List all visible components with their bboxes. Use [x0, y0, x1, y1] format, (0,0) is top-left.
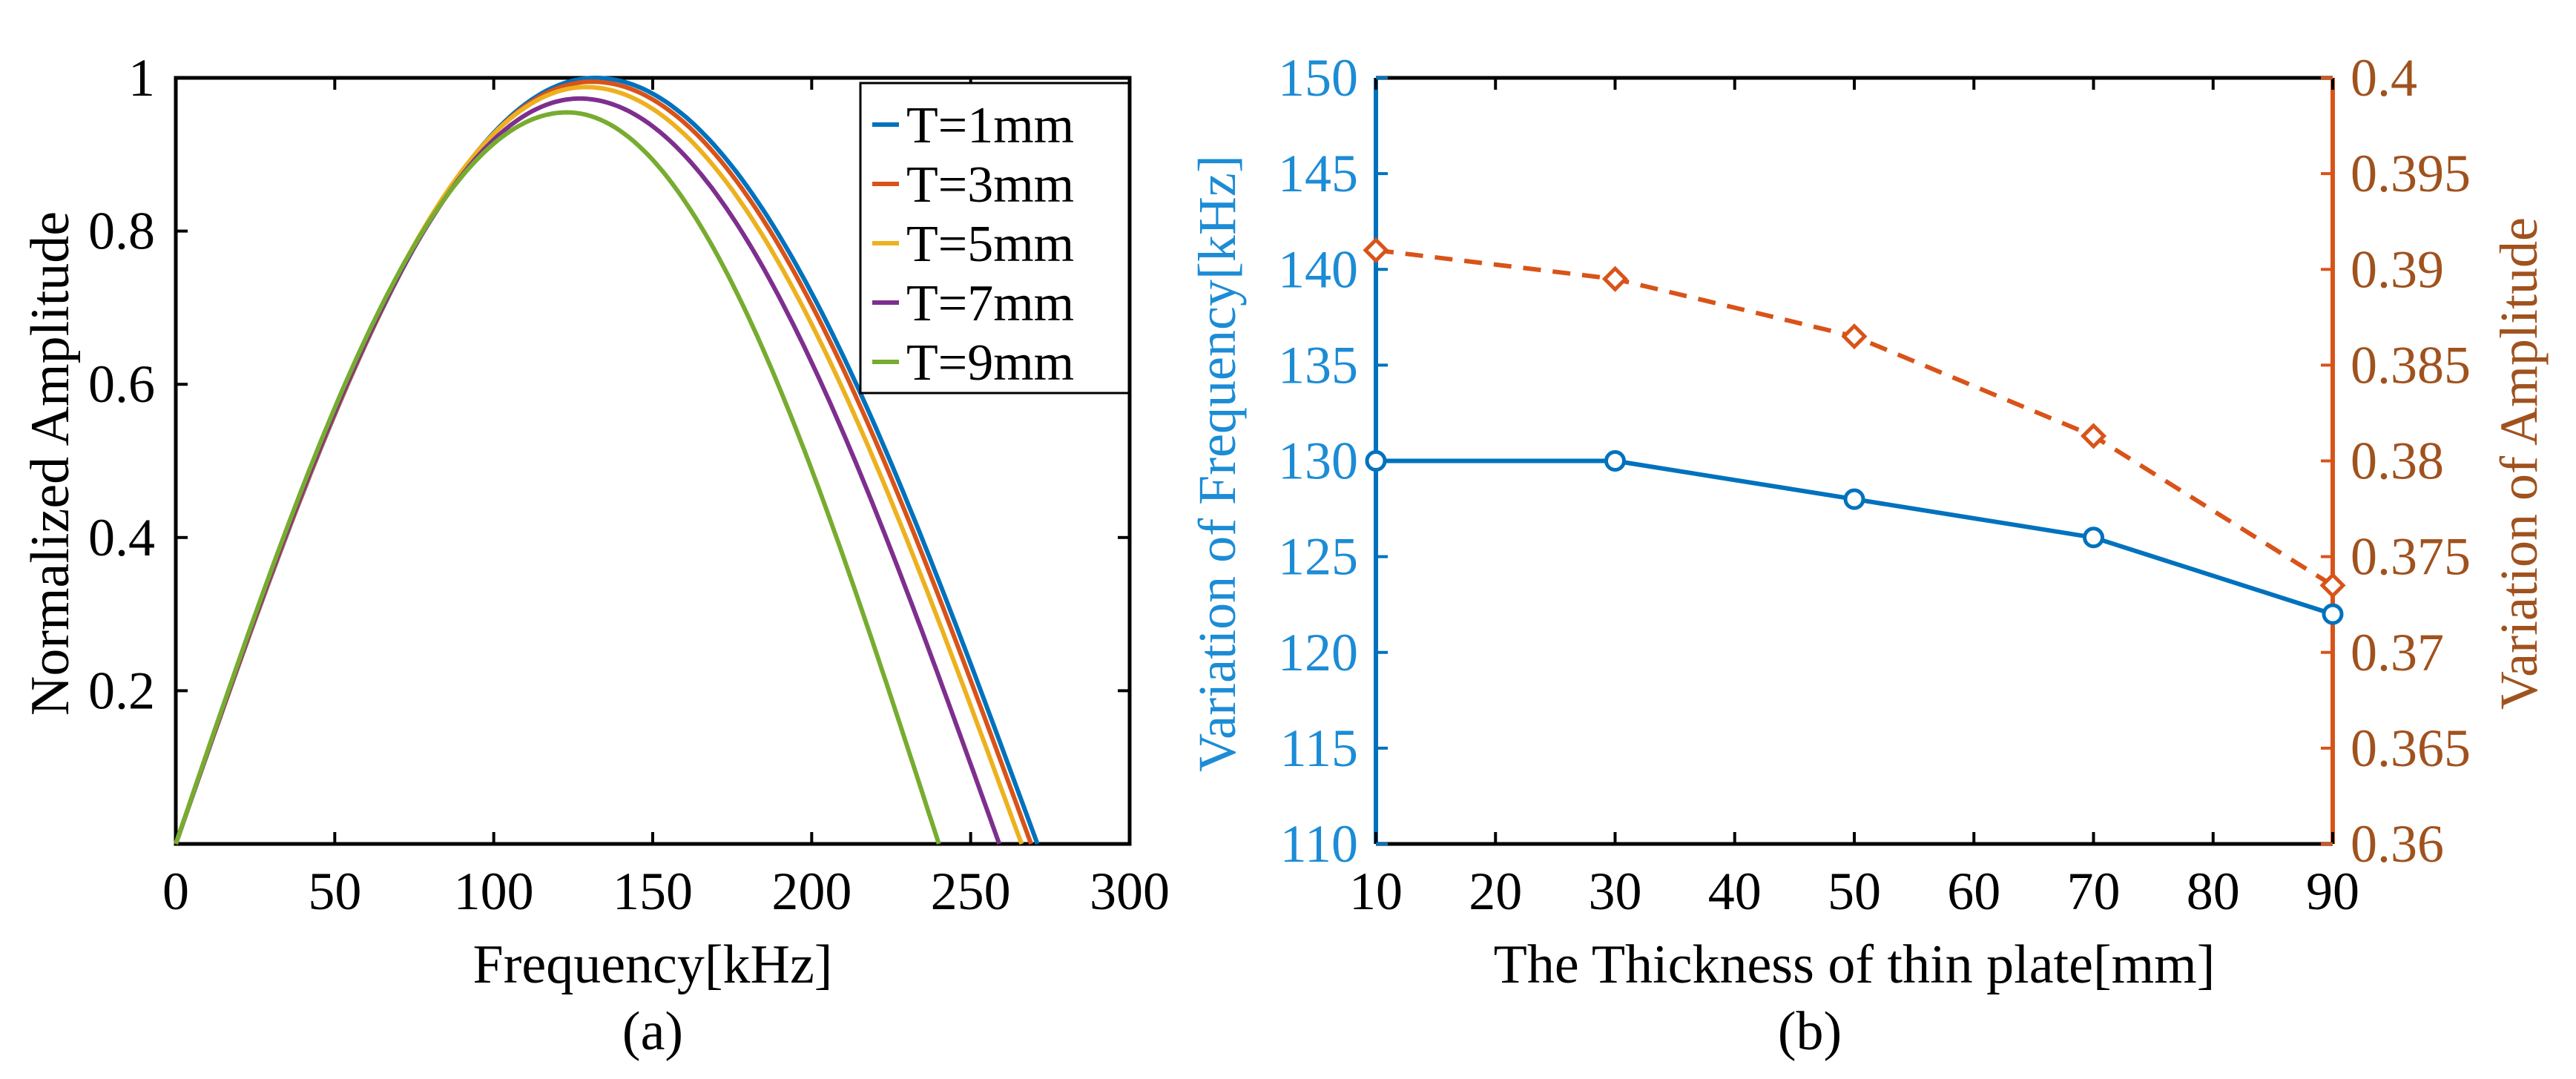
a-series-line-T=9mm [174, 110, 941, 845]
a-y-tick-label: 1 [128, 48, 155, 108]
a-x-tick-label: 300 [1090, 862, 1170, 921]
b-right-y-tick-label: 0.36 [2351, 814, 2444, 874]
panel-b-x-axis-label: The Thickness of thin plate[mm] [1494, 934, 2216, 995]
b-marker-frequency [1843, 488, 1865, 510]
b-right-y-tick-label: 0.375 [2351, 527, 2471, 587]
panel-b-right-y-axis-label: Variation of Amplitude [2489, 217, 2549, 710]
b-x-tick-label: 90 [2306, 862, 2359, 921]
a-y-tick-label: 0.2 [88, 661, 155, 720]
a-x-tick-label: 50 [308, 862, 361, 921]
b-x-tick-label: 30 [1589, 862, 1642, 921]
b-marker-frequency [1365, 450, 1387, 472]
b-left-y-tick-label: 110 [1280, 814, 1358, 874]
b-x-tick-label: 40 [1708, 862, 1762, 921]
b-right-y-tick-label: 0.395 [2351, 144, 2471, 203]
a-x-tick-label: 250 [931, 862, 1011, 921]
a-y-tick-label: 0.6 [88, 354, 155, 414]
legend-box [859, 82, 1130, 395]
b-left-y-tick-label: 130 [1278, 432, 1358, 491]
a-x-tick-label: 100 [454, 862, 534, 921]
panel-b-chart: 10 20 30 40 50 60 70 80 90 110 115 120 125 130 135 140… [1187, 48, 2549, 1062]
b-marker-frequency [2083, 527, 2104, 549]
b-marker-amplitude [1601, 265, 1629, 292]
b-marker-frequency [1604, 450, 1626, 472]
a-x-tick-label: 200 [771, 862, 851, 921]
b-left-y-tick-label: 115 [1280, 719, 1358, 778]
panel-a-label: (a) [622, 1001, 683, 1062]
b-x-tick-label: 70 [2067, 862, 2121, 921]
b-marker-frequency [2322, 603, 2344, 625]
b-right-y-tick-label: 0.37 [2351, 623, 2444, 682]
b-x-tick-label: 10 [1349, 862, 1403, 921]
b-x-tick-label: 50 [1828, 862, 1881, 921]
b-x-tick-label: 80 [2187, 862, 2240, 921]
a-x-tick-label: 0 [162, 862, 189, 921]
b-x-tick-label: 60 [1947, 862, 2000, 921]
panel-a-x-axis-label: Frequency[kHz] [473, 934, 833, 995]
a-legend-label: T=3mm [906, 156, 1074, 214]
a-y-tick-label: 0.4 [88, 508, 155, 567]
b-left-y-tick-label: 145 [1278, 144, 1358, 203]
b-left-y-tick-label: 140 [1278, 240, 1358, 299]
panel-a-y-axis-label: Normalized Amplitude [20, 211, 81, 716]
b-right-y-tick-label: 0.4 [2351, 48, 2417, 108]
a-y-tick-label: 0.8 [88, 202, 155, 261]
panel-b-label: (b) [1778, 1001, 1842, 1062]
panel-b-left-y-axis-label: Variation of Frequency[kHz] [1187, 155, 1247, 772]
b-right-y-tick-label: 0.39 [2351, 240, 2444, 299]
panel-a-chart: 0 50 100 150 200 250 300 0.2 0.4 0.6 0.8 1 Frequen… [20, 48, 1170, 1062]
b-marker-amplitude [1363, 237, 1389, 263]
a-legend-label: T=1mm [906, 97, 1074, 154]
b-left-y-tick-label: 150 [1278, 48, 1358, 108]
a-legend-label: T=7mm [906, 275, 1074, 332]
b-left-y-tick-label: 125 [1278, 527, 1358, 587]
a-x-tick-label: 150 [613, 862, 693, 921]
b-marker-amplitude [2319, 572, 2346, 598]
b-left-y-tick-label: 120 [1278, 623, 1358, 682]
b-marker-amplitude [1841, 323, 1868, 350]
b-left-y-tick-label: 135 [1278, 335, 1358, 395]
b-marker-amplitude [2080, 423, 2107, 449]
b-x-tick-label: 20 [1469, 862, 1522, 921]
b-right-y-tick-label: 0.385 [2351, 335, 2471, 395]
b-right-y-tick-label: 0.38 [2351, 432, 2444, 491]
a-legend-label: T=5mm [906, 216, 1074, 273]
b-right-y-tick-label: 0.365 [2351, 719, 2471, 778]
a-legend-label: T=9mm [906, 334, 1074, 392]
